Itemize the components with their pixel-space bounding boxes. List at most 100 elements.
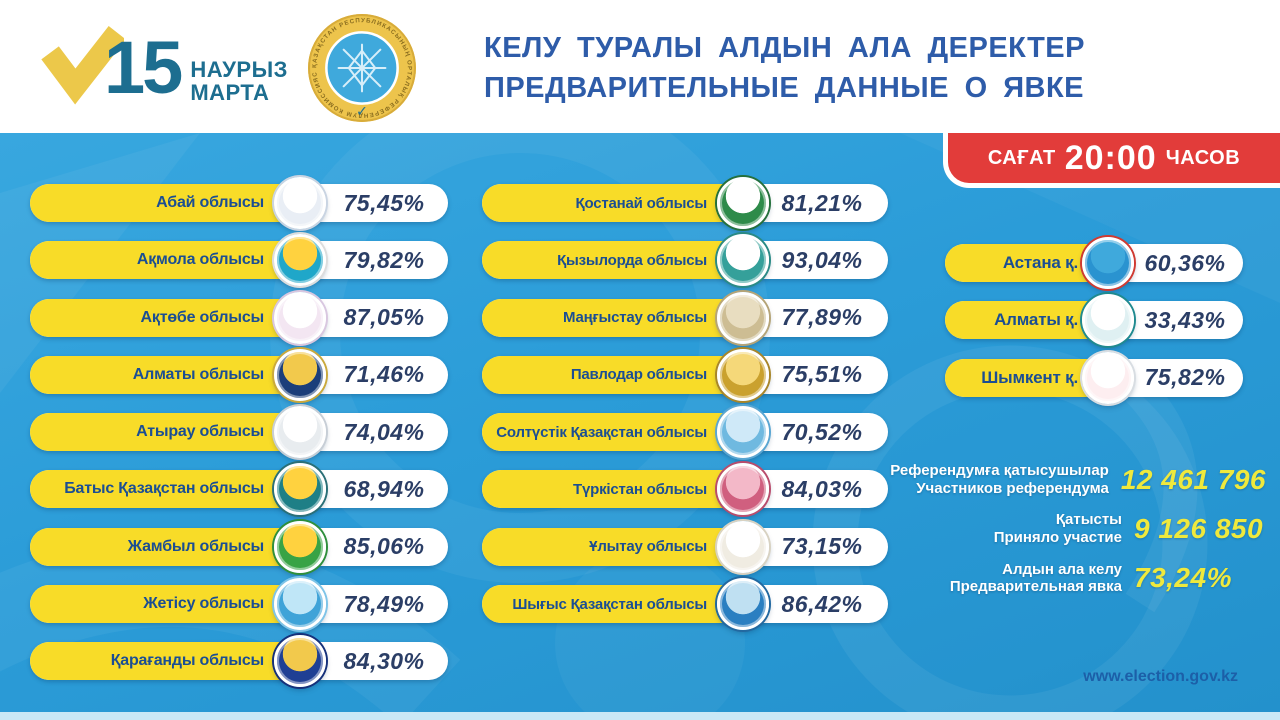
turnout-value: 60,36% <box>1144 249 1226 276</box>
stat-label-ru: Предварительная явка <box>949 578 1122 596</box>
region-emblem-icon <box>717 234 769 287</box>
region-name: Атырау облысы <box>136 423 264 441</box>
region-emblem-icon <box>274 291 326 344</box>
region-pill: Қостанай облысы <box>482 184 745 222</box>
region-row: Қостанай облысы 81,21% <box>482 177 888 229</box>
region-name: Павлодар облысы <box>570 366 707 384</box>
turnout-value: 78,49% <box>343 590 425 617</box>
commission-seal-icon: ҚАЗАҚСТАН РЕСПУБЛИКАСЫНЫҢ ОРТАЛЫҚ РЕФЕРЕ… <box>306 12 416 122</box>
svg-text:✓: ✓ <box>356 104 368 120</box>
region-name: Солтүстік Қазақстан облысы <box>496 423 707 441</box>
turnout-value: 74,04% <box>343 418 425 445</box>
turnout-value: 71,46% <box>343 361 425 388</box>
region-name: Астана қ. <box>1002 253 1078 272</box>
region-name: Қостанай облысы <box>575 194 708 212</box>
page-title: КЕЛУ ТУРАЛЫ АЛДЫН АЛА ДЕРЕКТЕР ПРЕДВАРИТ… <box>484 28 1085 108</box>
region-pill: Ақтөбе облысы <box>30 298 302 337</box>
title-line-kk: КЕЛУ ТУРАЛЫ АЛДЫН АЛА ДЕРЕКТЕР <box>484 32 1085 64</box>
region-pill: Жетісу облысы <box>30 585 302 624</box>
region-row: Жамбыл облысы 85,06% <box>30 520 448 573</box>
bottom-strip <box>0 712 1280 720</box>
region-name: Алматы облысы <box>132 365 264 383</box>
logo-month-kk: НАУРЫЗ <box>190 56 288 82</box>
region-pill: Павлодар облысы <box>482 355 745 394</box>
region-row: Ақмола облысы 79,82% <box>30 234 448 287</box>
turnout-value: 86,42% <box>781 590 863 617</box>
turnout-value: 75,45% <box>343 189 425 216</box>
region-emblem-icon <box>1082 237 1134 289</box>
region-name: Жетісу облысы <box>143 595 264 613</box>
stat-participants: Референдумға қатысушылар Участников рефе… <box>880 462 1266 497</box>
header: 15 НАУРЫЗ МАРТА ҚАЗАҚСТАН РЕСПУБЛИКАСЫНЫ… <box>0 0 1280 133</box>
region-emblem-icon <box>274 234 326 287</box>
region-emblem-icon <box>1082 294 1134 347</box>
region-emblem-icon <box>717 291 769 344</box>
region-emblem-icon <box>717 520 769 573</box>
region-row: Алматы облысы 71,46% <box>30 348 448 401</box>
region-pill: Шығыс Қазақстан облысы <box>482 585 745 624</box>
region-emblem-icon <box>274 177 326 229</box>
region-pill: Түркістан облысы <box>482 470 745 509</box>
date-logo: 15 НАУРЫЗ МАРТА <box>40 18 288 118</box>
region-pill: Абай облысы <box>30 184 302 222</box>
region-name: Батыс Қазақстан облысы <box>64 480 264 498</box>
region-row: Түркістан облысы 84,03% <box>482 463 888 516</box>
region-pill: Ұлытау облысы <box>482 527 745 566</box>
region-row: Солтүстік Қазақстан облысы 70,52% <box>482 406 888 459</box>
region-row: Алматы қ. 33,43% <box>945 294 1243 347</box>
region-row: Маңғыстау облысы 77,89% <box>482 291 888 344</box>
summary-stats: Референдумға қатысушылар Участников рефе… <box>880 462 1266 596</box>
region-row: Қызылорда облысы 93,04% <box>482 234 888 287</box>
region-row: Ұлытау облысы 73,15% <box>482 520 888 573</box>
stat-label-kk: Референдумға қатысушылар <box>890 462 1109 479</box>
logo-day-number: 15 <box>104 26 183 109</box>
stat-label-kk: Алдын ала келу <box>1002 560 1122 578</box>
turnout-value: 33,43% <box>1144 306 1226 333</box>
turnout-value: 68,94% <box>343 475 425 502</box>
region-name: Жамбыл облысы <box>127 537 265 555</box>
region-row: Шымкент қ. 75,82% <box>945 351 1243 404</box>
footer-url[interactable]: www.election.gov.kz <box>1083 668 1238 685</box>
took-part-count: 9 126 850 <box>1134 513 1264 545</box>
region-column-middle: Қостанай облысы 81,21% Қызылорда облысы … <box>482 177 888 631</box>
turnout-value: 81,21% <box>781 189 863 216</box>
region-emblem-icon <box>274 348 326 401</box>
checkmark-icon <box>41 25 124 105</box>
logo-month-ru: МАРТА <box>190 80 270 105</box>
region-emblem-icon <box>717 177 769 229</box>
stat-label-kk: Қатысты <box>1055 511 1122 529</box>
time-badge-prefix: САҒАТ <box>987 146 1056 169</box>
turnout-value: 77,89% <box>781 304 863 331</box>
region-pill: Ақмола облысы <box>30 241 302 280</box>
region-pill: Маңғыстау облысы <box>482 298 745 337</box>
region-name: Ақмола облысы <box>136 251 264 269</box>
title-line-ru: ПРЕДВАРИТЕЛЬНЫЕ ДАННЫЕ О ЯВКЕ <box>484 72 1085 104</box>
turnout-value: 75,51% <box>781 361 863 388</box>
region-emblem-icon <box>274 463 326 516</box>
region-row: Батыс Қазақстан облысы 68,94% <box>30 463 448 516</box>
region-emblem-icon <box>717 406 769 459</box>
region-emblem-icon <box>717 463 769 516</box>
region-name: Шығыс Қазақстан облысы <box>512 595 707 613</box>
region-pill: Солтүстік Қазақстан облысы <box>482 413 745 452</box>
region-name: Ұлытау облысы <box>589 538 707 556</box>
region-name: Маңғыстау облысы <box>562 309 707 327</box>
region-column-left: Абай облысы 75,45% Ақмола облысы 79,82% … <box>30 177 448 688</box>
turnout-value: 75,82% <box>1144 364 1226 391</box>
turnout-value: 73,15% <box>781 533 863 560</box>
time-value: 20:00 <box>1064 138 1157 177</box>
turnout-value: 93,04% <box>781 246 863 273</box>
region-emblem-icon <box>274 635 326 688</box>
city-column: Астана қ. 60,36% Алматы қ. 33,43% Шымкен… <box>945 237 1243 404</box>
region-row: Павлодар облысы 75,51% <box>482 348 888 401</box>
region-name: Шымкент қ. <box>981 367 1078 387</box>
region-emblem-icon <box>274 578 326 631</box>
time-badge-suffix: ЧАСОВ <box>1165 146 1241 169</box>
region-emblem-icon <box>274 520 326 573</box>
stat-participants-labels: Референдумға қатысушылар Участников рефе… <box>880 462 1109 497</box>
stat-turnout: Алдын ала келу Предварительная явка 73,2… <box>880 561 1266 596</box>
logo-month-stack: НАУРЫЗ МАРТА <box>190 58 288 104</box>
stat-label-ru: Участников референдума <box>916 479 1109 497</box>
stat-took-part-labels: Қатысты Приняло участие <box>880 511 1122 546</box>
